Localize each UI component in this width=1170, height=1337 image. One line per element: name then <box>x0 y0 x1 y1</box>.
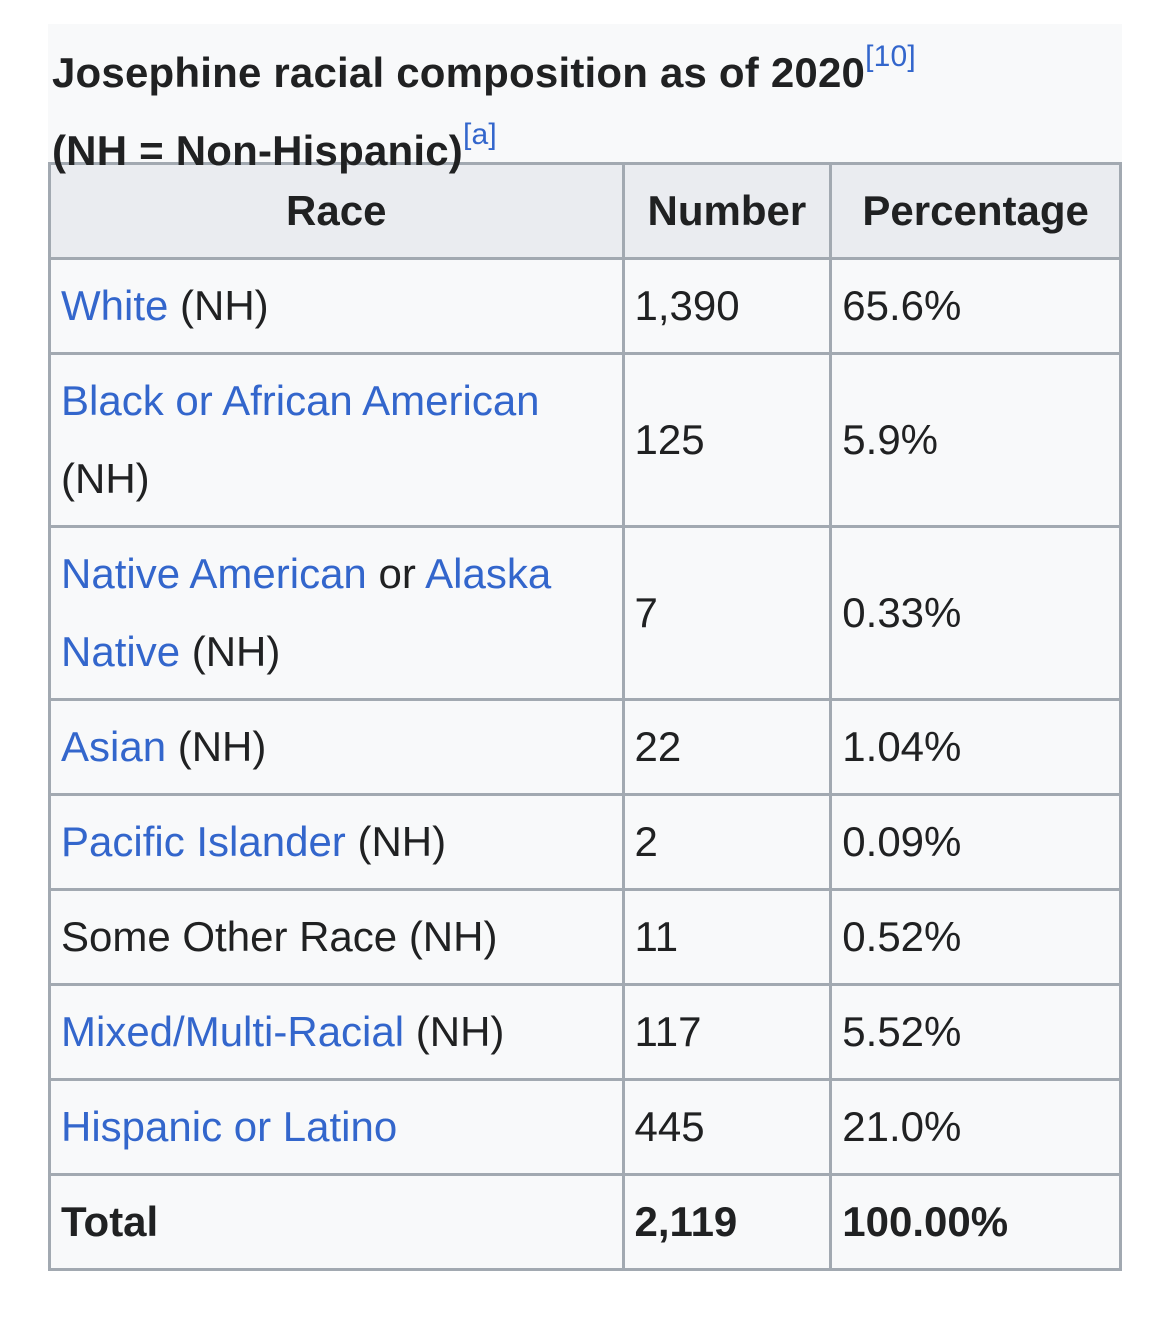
table-row: Asian (NH) 22 1.04% <box>48 698 1122 796</box>
race-link[interactable]: Black or African American <box>61 377 540 424</box>
number-cell: 11 <box>621 888 833 986</box>
caption-ref-a[interactable]: [a] <box>463 118 497 151</box>
percentage-cell: 0.33% <box>829 525 1122 701</box>
race-suffix: (NH) <box>61 455 150 502</box>
race-cell: Mixed/Multi-Racial (NH) <box>48 983 625 1081</box>
ref-link-a[interactable]: [a] <box>462 118 497 151</box>
total-row: Total 2,119 100.00% <box>48 1173 1122 1271</box>
number-cell: 22 <box>621 698 833 796</box>
race-link[interactable]: Hispanic or Latino <box>61 1103 398 1150</box>
caption-subtitle: (NH = Non-Hispanic) <box>52 127 463 174</box>
race-cell: Pacific Islander (NH) <box>48 793 625 891</box>
number-cell: 7 <box>621 525 833 701</box>
number-cell: 125 <box>621 352 833 528</box>
number-cell: 2 <box>621 793 833 891</box>
race-link[interactable]: White <box>61 282 169 329</box>
table-row: Black or African American (NH) 125 5.9% <box>48 352 1122 528</box>
race-link-secondary[interactable]: Alaska Native <box>61 550 552 675</box>
race-cell: Asian (NH) <box>48 698 625 796</box>
race-link[interactable]: Native American <box>61 550 367 597</box>
total-label: Total <box>48 1173 625 1271</box>
race-cell: Hispanic or Latino <box>48 1078 625 1176</box>
header-percentage: Percentage <box>829 162 1122 260</box>
racial-composition-table: Race Number Percentage White (NH) 1,390 … <box>48 162 1122 1271</box>
header-number: Number <box>621 162 833 260</box>
ref-link-10[interactable]: [10] <box>865 40 916 73</box>
number-cell: 1,390 <box>621 257 833 355</box>
caption-title: Josephine racial composition as of 2020 <box>52 49 866 96</box>
race-link[interactable]: Pacific Islander <box>61 818 346 865</box>
race-cell: Native American or Alaska Native (NH) <box>48 525 625 701</box>
percentage-cell: 21.0% <box>829 1078 1122 1176</box>
table-caption: Josephine racial composition as of 2020[… <box>48 24 1122 175</box>
table-row: Native American or Alaska Native (NH) 7 … <box>48 525 1122 701</box>
race-suffix: (NH) <box>168 282 269 329</box>
race-suffix: (NH) <box>404 1008 505 1055</box>
table-row: Mixed/Multi-Racial (NH) 117 5.52% <box>48 983 1122 1081</box>
race-cell: White (NH) <box>48 257 625 355</box>
percentage-cell: 65.6% <box>829 257 1122 355</box>
percentage-cell: 5.52% <box>829 983 1122 1081</box>
table-row: Pacific Islander (NH) 2 0.09% <box>48 793 1122 891</box>
total-number: 2,119 <box>621 1173 833 1271</box>
percentage-cell: 5.9% <box>829 352 1122 528</box>
table-row: White (NH) 1,390 65.6% <box>48 257 1122 355</box>
percentage-cell: 1.04% <box>829 698 1122 796</box>
race-conjunction: or <box>366 550 426 597</box>
demographics-table-container: Josephine racial composition as of 2020[… <box>48 24 1122 1271</box>
number-cell: 117 <box>621 983 833 1081</box>
number-cell: 445 <box>621 1078 833 1176</box>
race-suffix: (NH) <box>166 723 267 770</box>
race-suffix: (NH) <box>180 628 281 675</box>
race-link[interactable]: Mixed/Multi-Racial <box>61 1008 405 1055</box>
header-row: Race Number Percentage <box>48 162 1122 260</box>
table-row: Hispanic or Latino 445 21.0% <box>48 1078 1122 1176</box>
race-suffix: (NH) <box>345 818 447 865</box>
caption-ref-10[interactable]: [10] <box>865 40 916 73</box>
race-cell: Black or African American (NH) <box>48 352 625 528</box>
race-cell: Some Other Race (NH) <box>48 888 625 986</box>
percentage-cell: 0.09% <box>829 793 1122 891</box>
total-percentage: 100.00% <box>829 1173 1122 1271</box>
header-race: Race <box>48 162 625 260</box>
percentage-cell: 0.52% <box>829 888 1122 986</box>
table-row: Some Other Race (NH) 11 0.52% <box>48 888 1122 986</box>
race-link[interactable]: Asian <box>61 723 167 770</box>
